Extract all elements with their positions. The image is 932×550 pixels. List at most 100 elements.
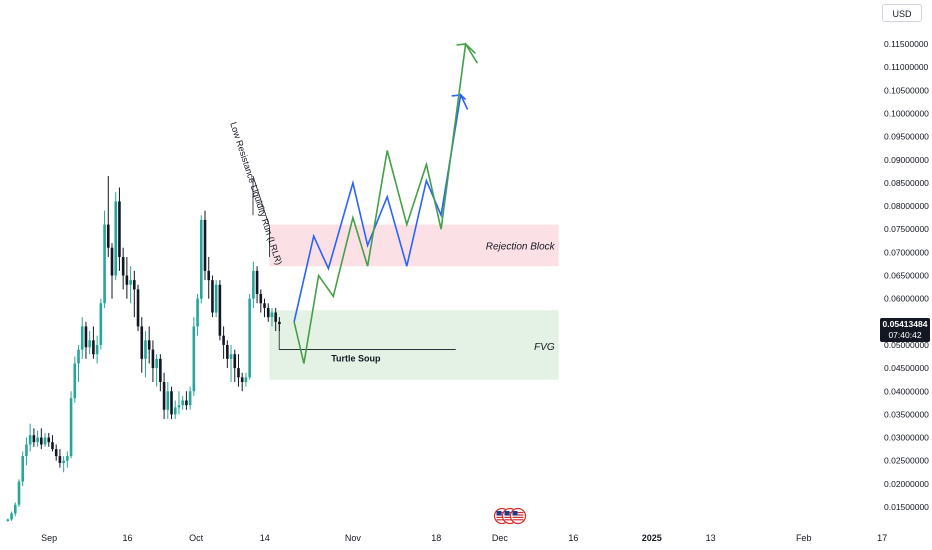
flag-stripe [496,519,508,521]
x-tick-label: 16 [568,533,578,543]
candle-body [211,280,214,313]
x-tick-label: Dec [492,533,509,543]
candle-body [185,400,188,406]
flag-canton [512,511,518,516]
candle-body [32,435,36,443]
us-flag-event-icon[interactable] [509,507,527,525]
candle-body [155,358,158,369]
candle-body [270,312,274,318]
flag-canton [504,511,510,516]
flag-stripe [512,512,524,514]
last-price-tag: 0.05413484 07:40:42 [880,318,930,342]
candle-body [51,442,54,450]
candle-body [222,335,225,345]
candle-body [114,201,118,276]
candle-body [237,368,240,378]
x-tick-label: Sep [41,533,57,543]
candle-body [28,435,32,445]
fvg-label: FVG [534,342,555,353]
candle-body [73,363,77,399]
blue-projection-path [293,93,467,322]
candle-body [110,247,114,276]
y-tick-label: 0.02500000 [884,456,929,466]
y-tick-label: 0.07000000 [884,247,929,257]
x-tick-label: 14 [260,533,270,543]
turtle-soup-label: Turtle Soup [331,354,381,364]
y-tick-label: 0.01500000 [884,502,929,512]
y-tick-label: 0.06500000 [884,271,929,281]
candle-body [136,289,140,327]
candle-body [218,284,222,336]
blue-projection-path-arrowhead [451,94,469,110]
candle-body [43,437,47,445]
candle-body [40,437,43,445]
y-tick-label: 0.09000000 [884,155,929,165]
candle-body [77,349,80,364]
candle-body [99,303,103,345]
y-tick-label: 0.04000000 [884,386,929,396]
candle-body [133,280,136,290]
candle-body [177,405,181,408]
candle-body [233,354,237,369]
y-axis[interactable]: 0.11500000 0.11000000 0.10500000 0.10000000… [884,39,929,512]
candle-body [173,407,177,415]
candle-body [181,400,184,406]
candle-body [263,303,266,308]
candle-body [118,201,121,257]
y-tick-label: 0.06000000 [884,294,929,304]
candle-body [226,344,229,359]
y-tick-label: 0.10000000 [884,108,929,118]
x-tick-label: 17 [877,533,887,543]
candle-body [207,270,211,281]
y-tick-label: 0.04500000 [884,363,929,373]
candle-body [244,377,248,382]
candle-body [266,307,270,318]
candle-body [203,219,207,271]
x-tick-label: Oct [189,533,204,543]
y-tick-label: 0.08500000 [884,178,929,188]
last-price-value: 0.05413484 [882,319,928,329]
lrlr-line [252,175,270,228]
candle-body [166,391,170,410]
candle-body [66,456,69,461]
y-tick-label: 0.03000000 [884,433,929,443]
candle-body [58,456,62,464]
economic-events[interactable] [493,507,527,525]
candle-body [106,224,110,248]
x-tick-label: 18 [431,533,441,543]
flag-stripe [504,512,516,514]
candle-body [13,504,17,514]
candle-body [88,340,91,348]
flag-stripe [512,516,524,518]
x-axis[interactable]: Sep 16 Oct 14 Nov 18 Dec 16 2025 13 Feb 17 [41,533,887,543]
candle-body [214,284,218,313]
candle-body [84,326,88,348]
y-tick-label: 0.11000000 [884,62,929,72]
flag-stripe [504,516,516,518]
candle-body [240,377,244,382]
candle-body [69,398,73,457]
candle-body [54,449,58,457]
candle-body [36,437,39,443]
candle-body [80,326,84,350]
x-tick-label: 16 [122,533,132,543]
x-tick-label: 13 [706,533,716,543]
candle-body [95,344,99,355]
x-tick-label: Feb [796,533,812,543]
fvg-zone [269,310,559,380]
rejection-block-label: Rejection Block [486,241,556,252]
candle-body [92,340,95,355]
candle-body [121,256,125,276]
candle-body [47,437,51,443]
candle-body [144,340,147,359]
y-tick-label: 0.02000000 [884,479,929,489]
candle-body [159,358,162,382]
candles-layer [6,175,281,522]
candle-body [140,326,144,359]
candle-body [129,280,132,285]
candle-body [199,219,203,299]
candle-body [125,275,129,285]
green-projection-path-arrowhead [456,43,479,64]
currency-selector[interactable]: USD [882,4,922,22]
